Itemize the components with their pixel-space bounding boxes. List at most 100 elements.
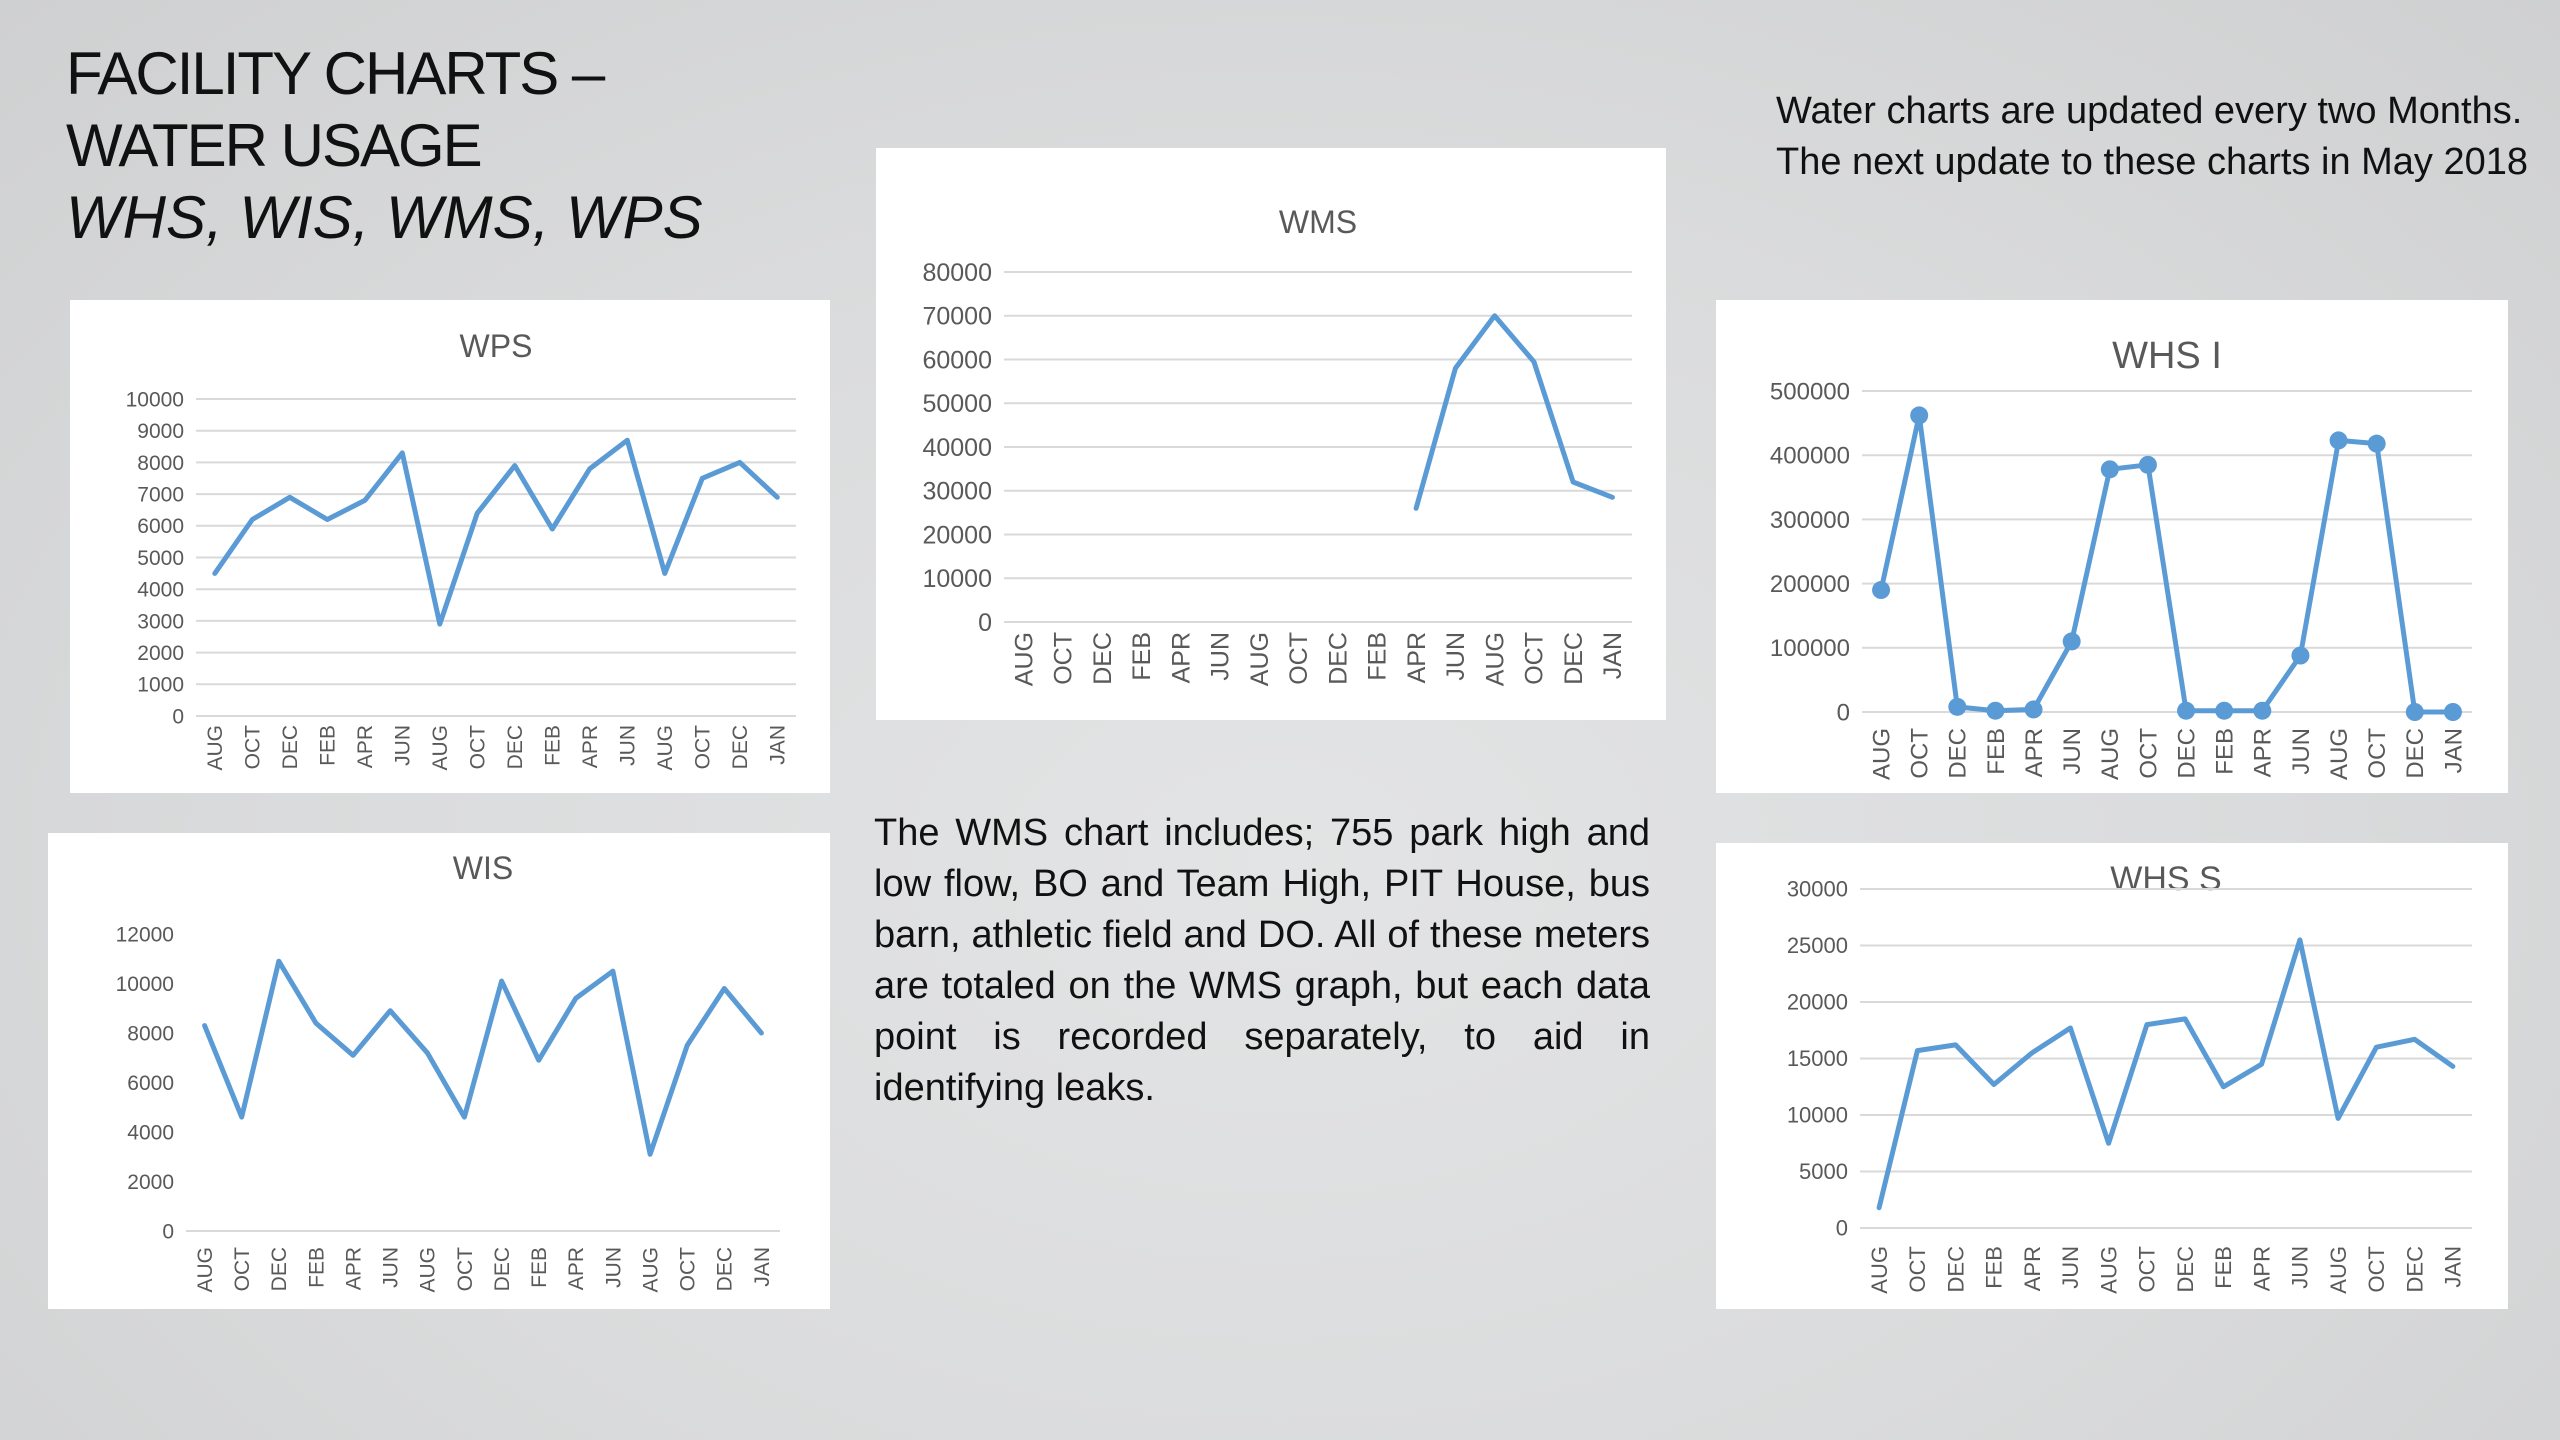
y-tick-label: 100000 [1770, 635, 1850, 662]
x-tick-label: OCT [677, 1247, 700, 1292]
x-tick-label: OCT [454, 1247, 477, 1292]
y-tick-label: 4000 [137, 579, 184, 602]
data-point [1872, 581, 1891, 600]
y-tick-label: 300000 [1770, 507, 1850, 534]
x-tick-label: DEC [1560, 632, 1588, 685]
x-tick-label: FEB [2212, 728, 2239, 775]
y-tick-label: 70000 [922, 303, 992, 331]
y-tick-label: 0 [1837, 699, 1850, 726]
data-point [1948, 697, 1967, 716]
y-tick-label: 3000 [137, 610, 184, 633]
update-schedule-note: Water charts are updated every two Month… [1776, 90, 2529, 183]
chart-title: WHS I [2112, 335, 2222, 377]
x-tick-label: FEB [1128, 632, 1156, 681]
x-tick-label: DEC [1945, 728, 1972, 779]
data-point [1986, 701, 2005, 720]
x-tick-label: AUG [1246, 632, 1274, 686]
series-line [1413, 313, 1615, 511]
x-tick-label: FEB [1982, 1246, 2007, 1289]
x-tick-label: JAN [2441, 1246, 2466, 1288]
series-line [202, 958, 764, 1157]
x-tick-label: OCT [231, 1247, 254, 1292]
x-tick-label: AUG [2326, 1246, 2351, 1294]
y-tick-label: 0 [978, 609, 992, 637]
data-point [2291, 646, 2310, 665]
y-tick-label: 20000 [1787, 990, 1848, 1015]
x-tick-label: AUG [429, 725, 452, 771]
x-tick-label: AUG [417, 1247, 440, 1293]
chart-card-wps: WPS 0 1000 2000 3000 4000 5000 6000 7000 8000 9000… [70, 300, 830, 793]
y-tick-label: 25000 [1787, 933, 1848, 958]
x-tick-label: APR [342, 1247, 365, 1290]
x-tick-label: DEC [1324, 632, 1352, 685]
data-point [2253, 701, 2272, 720]
x-tick-label: AUG [1868, 728, 1895, 780]
data-point [2138, 455, 2157, 474]
x-tick-label: DEC [714, 1247, 737, 1291]
x-tick-label: JUN [617, 725, 640, 766]
x-tick-label: DEC [504, 725, 527, 769]
y-tick-label: 15000 [1787, 1046, 1848, 1071]
x-tick-label: AUG [639, 1247, 662, 1293]
y-tick-label: 1000 [137, 674, 184, 697]
x-tick-label: APR [1403, 632, 1431, 683]
x-tick-label: OCT [2135, 728, 2162, 779]
x-tick-label: OCT [1285, 632, 1313, 685]
x-tick-label: JUN [2288, 1246, 2313, 1289]
x-tick-label: AUG [194, 1247, 217, 1293]
x-tick-label: JUN [602, 1247, 625, 1288]
data-point [2405, 703, 2424, 721]
x-tick-label: APR [2250, 728, 2277, 777]
x-tick-label: APR [2020, 1246, 2045, 1291]
y-tick-label: 8000 [137, 452, 184, 475]
y-tick-label: 6000 [137, 515, 184, 538]
x-tick-label: OCT [1907, 728, 1934, 779]
y-tick-label: 10000 [116, 973, 174, 996]
y-tick-label: 500000 [1770, 378, 1850, 405]
x-tick-label: JUN [392, 725, 415, 766]
slide-title-block: FACILITY CHARTS – WATER USAGE WHS, WIS, … [66, 38, 703, 254]
chart-title: WMS [1279, 204, 1357, 240]
x-tick-label: APR [565, 1247, 588, 1290]
chart-card-whs-i: WHS I 0 100000 200000 300000 400000 500000 AUG O… [1716, 300, 2508, 793]
chart-wms: WMS 0 10000 20000 30000 40000 50000 60000 70000 8… [922, 204, 1632, 686]
y-tick-label: 0 [172, 705, 184, 728]
x-tick-label: JUN [1207, 632, 1235, 681]
x-tick-label: APR [1167, 632, 1195, 683]
x-tick-label: DEC [1943, 1246, 1968, 1293]
data-point [2177, 701, 2196, 720]
y-tick-label: 40000 [922, 434, 992, 462]
y-tick-label: 5000 [1799, 1159, 1848, 1184]
series-line [1878, 412, 2456, 715]
y-tick-label: 10000 [126, 388, 184, 411]
y-tick-label: 20000 [922, 521, 992, 549]
x-tick-label: APR [579, 725, 602, 768]
series-line [212, 437, 780, 627]
x-tick-label: FEB [305, 1247, 328, 1288]
x-tick-label: AUG [2326, 728, 2353, 780]
x-tick-label: DEC [2173, 1246, 2198, 1293]
slide-subtitle: WHS, WIS, WMS, WPS [66, 184, 703, 251]
chart-card-whs-s: WHS S 0 5000 10000 15000 20000 25000 30000 AUG OC… [1716, 843, 2508, 1309]
wms-description-note: The WMS chart includes; 755 park high an… [874, 812, 1650, 1109]
series-line [1876, 937, 2456, 1211]
y-tick-label: 30000 [922, 478, 992, 506]
x-tick-label: AUG [1010, 632, 1038, 686]
x-tick-label: JUN [2058, 1246, 2083, 1289]
chart-whs-s: WHS S 0 5000 10000 15000 20000 25000 30000 AUG OC… [1787, 860, 2472, 1294]
y-tick-label: 8000 [127, 1022, 174, 1045]
data-point [2024, 700, 2043, 719]
chart-title: WIS [453, 850, 513, 886]
y-tick-label: 400000 [1770, 443, 1850, 470]
x-tick-label: APR [354, 725, 377, 768]
x-tick-label: OCT [2364, 728, 2391, 779]
x-tick-label: JUN [380, 1247, 403, 1288]
chart-wis: WIS 0 2000 4000 6000 8000 10000 12000 AUG OCT DEC F… [116, 850, 780, 1293]
x-tick-label: APR [2021, 728, 2048, 777]
data-point [2329, 431, 2348, 450]
y-tick-label: 0 [1836, 1216, 1848, 1241]
x-tick-label: JUN [1442, 632, 1470, 681]
slide-title-line-2: WATER USAGE [66, 112, 483, 179]
data-point [2062, 632, 2081, 651]
x-tick-label: JAN [1599, 632, 1627, 679]
